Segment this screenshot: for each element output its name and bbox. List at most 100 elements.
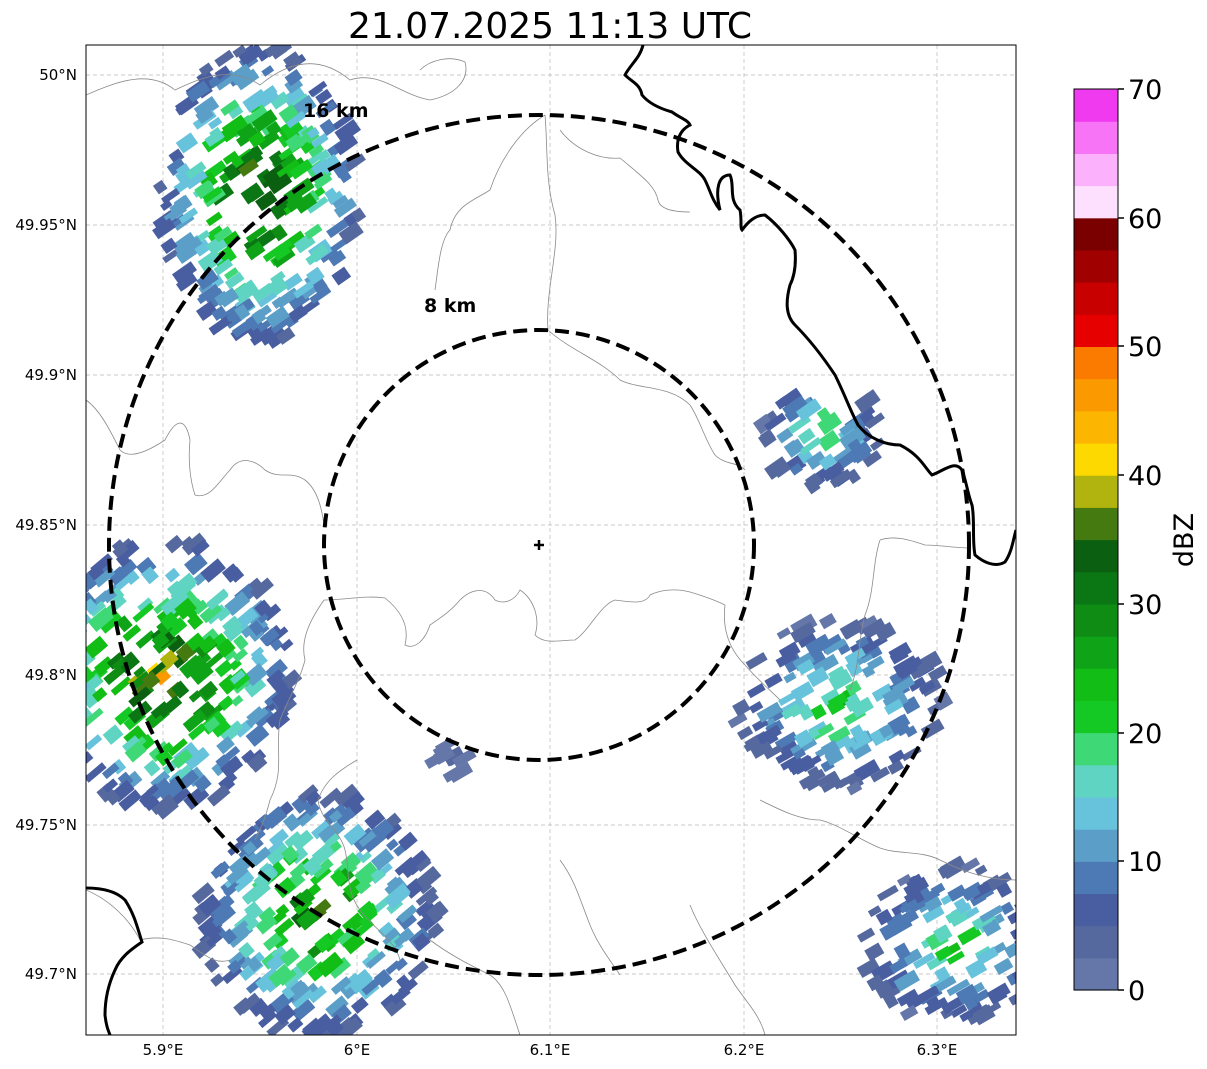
echo-pixel bbox=[810, 704, 827, 721]
echo-pixel bbox=[172, 261, 198, 284]
echo-pixel bbox=[165, 634, 186, 654]
echo-pixel bbox=[234, 867, 255, 888]
echo-pixel bbox=[59, 637, 75, 653]
echo-pixel bbox=[180, 535, 195, 550]
echo-pixel bbox=[772, 460, 792, 478]
echo-pixel bbox=[424, 749, 449, 770]
border-line bbox=[317, 759, 401, 961]
echo-pixel bbox=[266, 669, 285, 687]
echo-pixel bbox=[86, 572, 97, 591]
echo-pixel bbox=[160, 199, 173, 212]
echo-pixel bbox=[140, 784, 159, 802]
echo-pixel bbox=[342, 932, 366, 955]
echo-pixel bbox=[164, 567, 181, 583]
echo-pixel bbox=[263, 932, 283, 951]
echo-pixel bbox=[307, 985, 327, 1004]
echo-pixel bbox=[274, 876, 297, 899]
echo-pixel bbox=[806, 450, 827, 470]
echo-pixel bbox=[60, 697, 76, 712]
echo-pixel bbox=[284, 831, 303, 849]
echo-pixel bbox=[930, 882, 946, 896]
echo-pixel bbox=[865, 412, 885, 430]
echo-pixel bbox=[308, 144, 325, 158]
echo-pixel bbox=[764, 412, 787, 432]
echo-pixel bbox=[327, 190, 344, 206]
echo-pixel bbox=[328, 249, 347, 267]
echo-pixel bbox=[204, 651, 224, 670]
echo-pixel bbox=[973, 988, 990, 1004]
echo-pixel bbox=[58, 686, 74, 702]
echo-pixel bbox=[250, 577, 274, 600]
echo-pixel bbox=[908, 676, 927, 692]
border-line bbox=[323, 589, 726, 647]
echo-pixel bbox=[895, 908, 919, 929]
echo-pixel bbox=[796, 658, 815, 676]
echo-pixel bbox=[154, 748, 174, 767]
echo-pixel bbox=[933, 924, 953, 944]
lat-tick-label: 49.9°N bbox=[25, 366, 77, 384]
echo-pixel bbox=[319, 1017, 345, 1035]
echo-pixel bbox=[817, 411, 843, 435]
echo-pixel bbox=[229, 68, 248, 86]
echo-pixel bbox=[315, 88, 333, 105]
border-line bbox=[86, 399, 325, 526]
echo-pixel bbox=[185, 161, 207, 180]
echo-pixel bbox=[332, 112, 354, 130]
echo-pixel bbox=[757, 429, 777, 448]
echo-pixel bbox=[178, 207, 199, 224]
echo-pixel bbox=[191, 538, 210, 557]
echo-pixel bbox=[25, 649, 44, 668]
echo-pixel bbox=[893, 655, 920, 678]
echo-pixel bbox=[212, 894, 235, 916]
echo-pixel bbox=[154, 796, 179, 820]
colorbar-swatch bbox=[1074, 957, 1118, 991]
colorbar-tick-label: 30 bbox=[1128, 590, 1162, 621]
border-line bbox=[849, 539, 881, 691]
echo-pixel bbox=[217, 745, 241, 767]
echo-pixel bbox=[302, 798, 320, 817]
echo-pixel bbox=[334, 119, 361, 144]
echo-pixel bbox=[393, 957, 408, 972]
echo-pixel bbox=[332, 194, 349, 209]
echo-pixel bbox=[415, 886, 438, 907]
echo-pixel bbox=[41, 728, 57, 744]
echo-pixel bbox=[222, 150, 239, 165]
echo-pixel bbox=[117, 651, 141, 674]
echo-pixel bbox=[946, 978, 971, 997]
echo-pixel bbox=[96, 608, 123, 634]
echo-pixel bbox=[250, 646, 265, 660]
echo-pixel bbox=[208, 116, 223, 130]
echo-pixel bbox=[849, 738, 872, 760]
range-ring-8km bbox=[322, 328, 756, 762]
echo-pixel bbox=[851, 735, 872, 751]
echo-pixel bbox=[202, 186, 223, 204]
border-line bbox=[86, 58, 467, 101]
echo-pixel bbox=[238, 942, 255, 959]
echo-pixel bbox=[993, 957, 1014, 976]
echo-pixel bbox=[732, 698, 751, 717]
echo-pixel bbox=[86, 625, 88, 647]
echo-pixel bbox=[288, 133, 312, 153]
echo-pixel bbox=[307, 1013, 335, 1035]
echo-pixel bbox=[64, 760, 80, 775]
echo-pixel bbox=[839, 426, 867, 451]
echo-pixel bbox=[887, 759, 905, 775]
echo-pixel bbox=[227, 959, 242, 975]
echo-pixel bbox=[318, 824, 337, 843]
colorbar-swatch bbox=[1074, 410, 1118, 444]
echo-pixel bbox=[137, 597, 154, 613]
echo-pixel bbox=[783, 439, 802, 458]
echo-pixel bbox=[268, 963, 293, 988]
echo-pixel bbox=[964, 906, 980, 919]
colorbar-swatch bbox=[1074, 764, 1118, 798]
echo-pixel bbox=[40, 635, 63, 656]
echo-pixel bbox=[1006, 970, 1016, 986]
colorbar-swatch bbox=[1074, 732, 1118, 766]
echo-pixel bbox=[797, 703, 814, 721]
echo-pixel bbox=[271, 45, 288, 60]
echo-pixel bbox=[856, 927, 876, 943]
echo-pixel bbox=[54, 596, 75, 615]
echo-pixel bbox=[132, 602, 155, 623]
echo-pixel bbox=[778, 689, 800, 706]
echo-pixel bbox=[110, 676, 133, 696]
